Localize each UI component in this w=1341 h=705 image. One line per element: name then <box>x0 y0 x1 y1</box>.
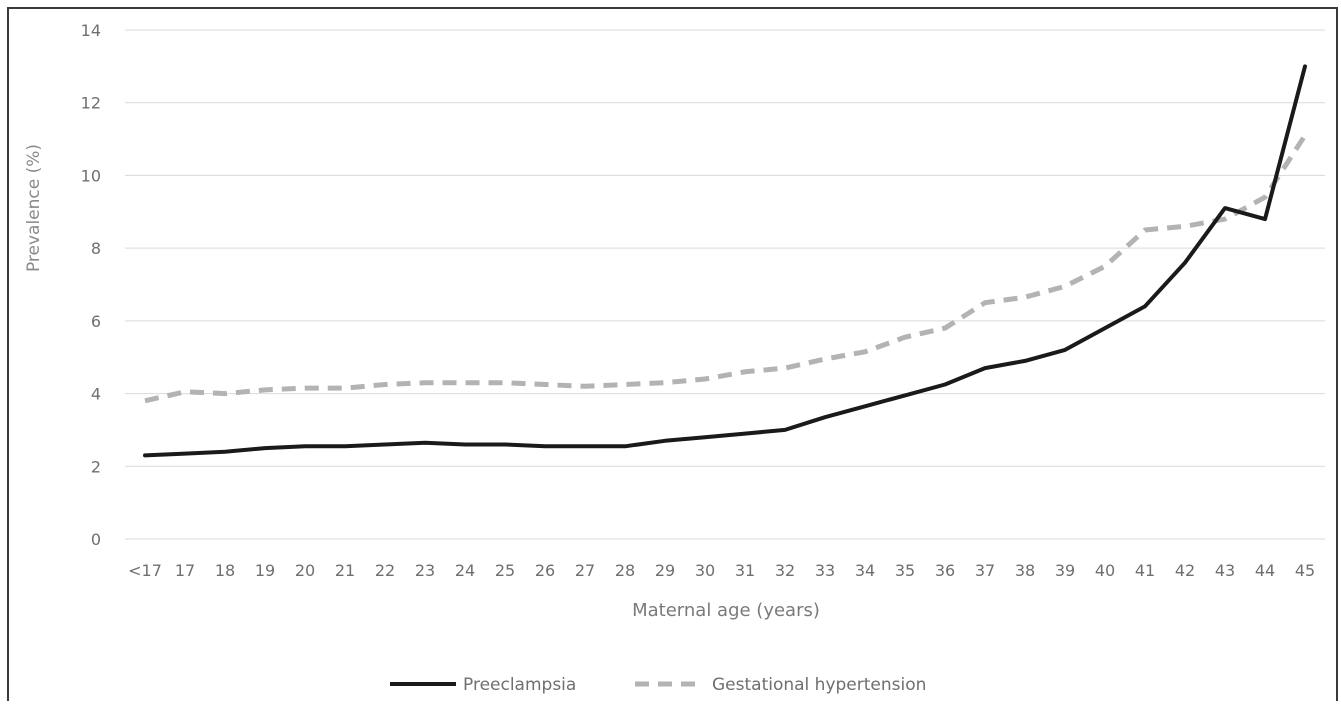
x-axis-ticks: <17 17 18 19 20 21 22 23 24 25 26 27 28 29 30 31 32 33 34 3… <box>128 561 1315 580</box>
x-tick-label: 26 <box>535 561 555 580</box>
x-tick-label: 18 <box>215 561 235 580</box>
series-line-1 <box>144 134 1308 404</box>
x-tick-label: 29 <box>655 561 675 580</box>
y-axis-ticks: 0 2 4 6 8 10 12 14 <box>81 21 101 549</box>
x-tick-label: 21 <box>335 561 355 580</box>
y-tick-label: 10 <box>81 166 101 185</box>
x-tick-label: 20 <box>295 561 315 580</box>
x-tick-label: 31 <box>735 561 755 580</box>
x-tick-label: 17 <box>175 561 195 580</box>
x-tick-label: 22 <box>375 561 395 580</box>
legend-label-0: Preeclampsia <box>463 675 576 695</box>
x-tick-label: 34 <box>855 561 875 580</box>
y-tick-label: 8 <box>91 239 101 258</box>
x-tick-label: 39 <box>1055 561 1075 580</box>
gridlines <box>125 29 1325 540</box>
series-line-0 <box>143 64 1307 458</box>
x-tick-label: <17 <box>128 561 162 580</box>
series-lines <box>143 64 1308 458</box>
y-tick-label: 14 <box>81 21 101 40</box>
x-axis-title: Maternal age (years) <box>632 600 820 621</box>
x-tick-label: 23 <box>415 561 435 580</box>
x-tick-label: 35 <box>895 561 915 580</box>
x-tick-label: 36 <box>935 561 955 580</box>
x-tick-label: 40 <box>1095 561 1115 580</box>
x-tick-label: 19 <box>255 561 275 580</box>
x-tick-label: 41 <box>1135 561 1155 580</box>
series-points <box>143 64 1307 457</box>
x-tick-label: 45 <box>1295 561 1315 580</box>
legend-label-1: Gestational hypertension <box>712 675 926 695</box>
y-tick-label: 12 <box>81 94 101 113</box>
y-tick-label: 6 <box>91 312 101 331</box>
x-tick-label: 38 <box>1015 561 1035 580</box>
x-tick-label: 28 <box>615 561 635 580</box>
legend: Preeclampsia Gestational hypertension <box>390 675 926 695</box>
y-tick-label: 4 <box>91 385 101 404</box>
y-axis-title: Prevalence (%) <box>24 144 44 272</box>
x-tick-label: 33 <box>815 561 835 580</box>
x-tick-label: 44 <box>1255 561 1275 580</box>
y-tick-label: 2 <box>91 457 101 476</box>
x-tick-label: 32 <box>775 561 795 580</box>
x-tick-label: 25 <box>495 561 515 580</box>
x-tick-label: 37 <box>975 561 995 580</box>
x-tick-label: 24 <box>455 561 475 580</box>
x-tick-label: 30 <box>695 561 715 580</box>
x-tick-label: 43 <box>1215 561 1235 580</box>
y-tick-label: 0 <box>91 530 101 549</box>
x-tick-label: 27 <box>575 561 595 580</box>
x-tick-label: 42 <box>1175 561 1195 580</box>
chart-border <box>7 7 1338 701</box>
